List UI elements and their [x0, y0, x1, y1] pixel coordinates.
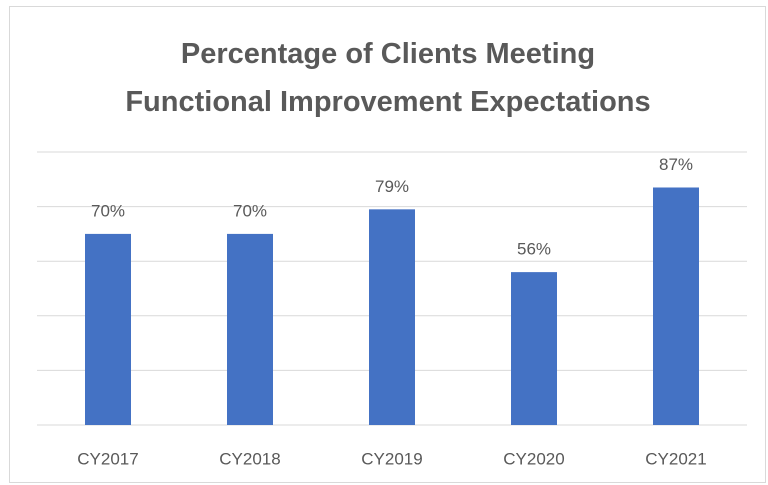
- data-label: 70%: [233, 201, 267, 220]
- bar: [653, 187, 699, 425]
- x-tick-label: CY2018: [219, 449, 280, 468]
- bar: [511, 272, 557, 425]
- bar: [85, 233, 131, 425]
- data-label: 87%: [659, 155, 693, 174]
- x-tick-label: CY2017: [77, 449, 138, 468]
- chart-frame: [9, 6, 766, 483]
- x-tick-label: CY2020: [503, 449, 564, 468]
- x-tick-label: CY2019: [361, 449, 422, 468]
- bar: [227, 233, 273, 425]
- x-tick-label: CY2021: [645, 449, 706, 468]
- chart-title: Percentage of Clients Meeting Functional…: [125, 38, 651, 118]
- bar: [369, 209, 415, 425]
- data-label: 79%: [375, 177, 409, 196]
- data-label: 56%: [517, 240, 551, 259]
- data-label: 70%: [91, 201, 125, 220]
